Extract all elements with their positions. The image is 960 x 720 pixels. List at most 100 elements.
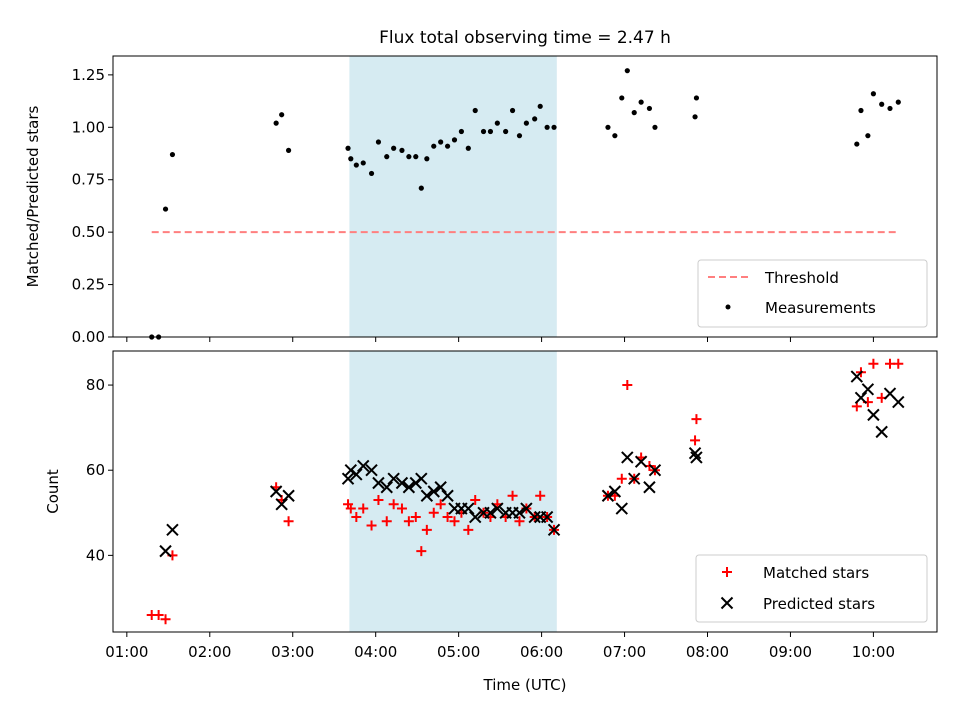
predicted-star-point: [861, 383, 875, 396]
predicted-star-point: [547, 523, 561, 537]
matched-star-point: [535, 490, 546, 501]
legend-matched-marker: [722, 567, 732, 577]
predicted-star-point: [688, 446, 702, 460]
observing-span: [349, 56, 557, 337]
measurement-point: [384, 154, 390, 160]
predicted-star-point: [875, 425, 888, 439]
measurement-point: [444, 143, 451, 149]
predicted-star-point: [690, 451, 703, 464]
matched-star-point: [403, 516, 414, 527]
measurement-point: [375, 139, 382, 145]
measurement-point: [368, 170, 375, 177]
predicted-star-point: [420, 489, 434, 502]
matched-star-point: [463, 524, 474, 535]
measurement-point: [273, 120, 279, 126]
measurement-point: [458, 128, 465, 135]
count-y-tick-label: 40: [86, 546, 105, 564]
measurement-point: [854, 141, 860, 147]
predicted-star-point: [441, 489, 454, 502]
matched-star-point: [893, 358, 904, 369]
matched-star-point: [366, 520, 377, 531]
predicted-star-point: [427, 485, 440, 498]
ratio-axes-frame: [112, 55, 938, 338]
measurement-point: [451, 137, 458, 143]
measurement-point: [279, 112, 285, 118]
measurement-point: [692, 114, 698, 120]
count-x-tick-label: 01:00: [105, 643, 148, 661]
predicted-star-point: [892, 395, 905, 409]
measurement-point: [638, 99, 644, 105]
measurement-point: [532, 116, 538, 122]
matched-star-point: [388, 499, 399, 510]
legend-matched-label: Matched stars: [763, 564, 869, 582]
legend-predicted-swatch: [720, 596, 734, 610]
predicted-star-point: [341, 472, 355, 485]
count-x-tick-label: 10:00: [852, 643, 895, 661]
measurement-point: [537, 103, 543, 109]
measurement-point: [480, 128, 487, 135]
predicted-star-point: [540, 510, 554, 524]
measurement-point: [345, 145, 351, 151]
measurement-point: [413, 154, 419, 160]
count-legend: Matched stars Predicted stars: [695, 554, 928, 623]
matched-star-point: [470, 495, 481, 506]
measurement-point: [472, 107, 478, 114]
count-y-tick-label: 80: [86, 376, 105, 394]
legend-predicted-marker: [720, 596, 734, 610]
legend-measurements-swatch: [725, 304, 731, 310]
count-y-ticks: 40 60 80: [86, 376, 113, 564]
measurement-point: [523, 120, 529, 126]
predicted-star-point: [350, 468, 363, 481]
count-axes-frame: [112, 350, 938, 633]
count-x-tick-label: 03:00: [271, 643, 314, 661]
measurement-point: [551, 124, 557, 130]
measurement-point: [285, 147, 292, 153]
measurement-point: [887, 105, 893, 112]
ratio-x-ticks: [126, 337, 874, 342]
ratio-y-tick-label: 0.25: [72, 276, 105, 294]
matched-star-point: [507, 490, 518, 501]
matched-star-point: [153, 609, 164, 620]
predicted-star-point: [513, 506, 526, 519]
matched-star-point: [396, 503, 407, 514]
matched-star-point: [410, 512, 421, 523]
count-x-tick-label: 02:00: [188, 643, 231, 661]
measurement-point: [652, 124, 658, 130]
predicted-star-point: [621, 451, 634, 464]
measurement-point: [646, 105, 653, 112]
predicted-star-point: [380, 481, 393, 494]
measurement-point: [516, 133, 523, 139]
measurement-point: [424, 156, 430, 162]
matched-star-point: [421, 524, 432, 535]
measurement-point: [895, 99, 901, 105]
matched-star-point: [514, 516, 525, 527]
matched-star-point: [690, 435, 701, 446]
legend-measurements-label: Measurements: [765, 299, 876, 317]
predicted-star-point: [643, 481, 656, 494]
predicted-star-point: [357, 459, 370, 473]
predicted-star-point: [372, 476, 385, 490]
measurement-point: [353, 162, 359, 168]
ratio-panel: 0.00 0.25 0.50 0.75 1.00 1.25 Matched/Predict…: [24, 55, 938, 346]
matched-star-point: [160, 614, 171, 625]
measurement-point: [169, 151, 176, 158]
measurement-point: [399, 147, 405, 153]
measurement-point: [631, 110, 637, 116]
predicted-star-point: [648, 464, 662, 477]
measurement-point: [360, 160, 366, 166]
predicted-star-point: [462, 502, 475, 515]
legend-predicted-label: Predicted stars: [763, 595, 875, 613]
count-x-ticks: 01:00 02:00 03:00 04:00 05:00 06:00 07:00 08:00…: [105, 632, 895, 661]
predicted-star-point: [528, 510, 541, 524]
measurement-point: [465, 145, 471, 151]
predicted-star-point: [395, 476, 409, 490]
measurement-point: [605, 124, 611, 130]
x-axis-label: Time (UTC): [483, 676, 567, 694]
measurement-point: [879, 101, 885, 107]
matched-star-point: [622, 380, 633, 391]
predicted-star-point: [854, 391, 868, 405]
count-plot-area: [146, 358, 905, 625]
measurement-point: [870, 91, 877, 97]
predicted-star-point: [867, 408, 880, 422]
